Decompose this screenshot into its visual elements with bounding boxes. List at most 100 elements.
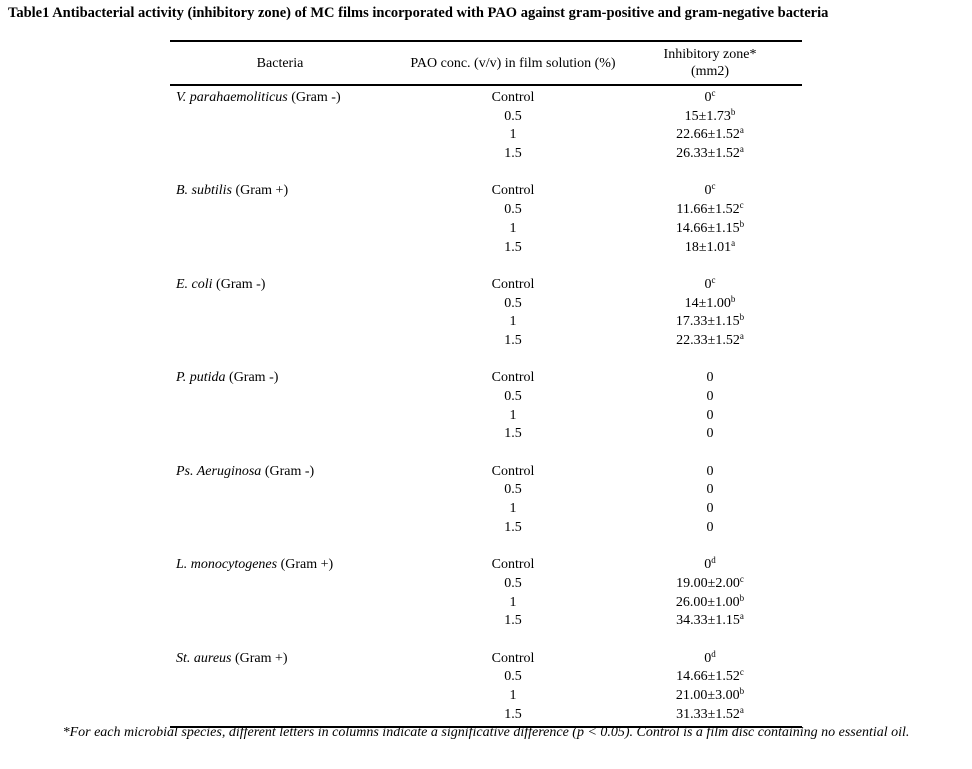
conc-cell: 0.5 <box>504 669 522 685</box>
table-row: 1.5 34.33±1.15a <box>170 612 802 631</box>
zone-cell: 0 <box>706 501 714 517</box>
zone-cell: 19.00±2.00c <box>676 573 744 591</box>
zone-cell: 0 <box>706 407 714 423</box>
zone-cell: 0c <box>704 274 716 292</box>
bacteria-name: V. parahaemoliticus (Gram -) <box>176 90 341 105</box>
significance-letter: b <box>739 592 745 603</box>
zone-cell: 0 <box>706 482 714 498</box>
table-row: 1 26.00±1.00b <box>170 592 802 613</box>
conc-cell: 1 <box>509 688 517 703</box>
zone-cell: 0c <box>704 88 716 106</box>
table-row: 0.5 0 <box>170 388 802 407</box>
zone-cell: 34.33±1.15a <box>676 611 744 629</box>
conc-cell: 0.5 <box>504 482 522 498</box>
conc-cell: 1 <box>509 220 517 236</box>
conc-cell: 0.5 <box>504 202 522 218</box>
conc-cell: 0.5 <box>504 108 522 124</box>
table-title: Table1 Antibacterial activity (inhibitor… <box>8 5 829 21</box>
conc-cell: Control <box>491 90 535 105</box>
significance-letter: d <box>711 648 716 659</box>
conc-cell: Control <box>491 463 535 479</box>
zone-cell: 26.00±1.00b <box>675 592 745 610</box>
significance-letter: c <box>711 274 716 285</box>
zone-cell: 14±1.00b <box>684 293 736 311</box>
zone-cell: 22.33±1.52a <box>676 330 744 348</box>
table-row: St. aureus (Gram +) Control 0d <box>170 648 802 669</box>
table-body: V. parahaemoliticus (Gram -) Control 0c 0.5… <box>170 86 802 726</box>
conc-cell: 1 <box>509 314 517 330</box>
header-bacteria: Bacteria <box>256 56 304 71</box>
conc-cell: Control <box>491 557 535 573</box>
table-row: V. parahaemoliticus (Gram -) Control 0c <box>170 89 802 108</box>
zone-cell: 17.33±1.15b <box>675 312 745 330</box>
table-row: E. coli (Gram -) Control 0c <box>170 274 802 295</box>
bacteria-name: Ps. Aeruginosa (Gram -) <box>176 463 315 479</box>
zone-cell: 0d <box>704 555 716 573</box>
header-zone: Inhibitory zone* (mm2) <box>663 47 757 79</box>
significance-letter: a <box>739 144 744 155</box>
zone-cell: 14.66±1.15b <box>675 218 745 236</box>
significance-letter: c <box>711 181 716 192</box>
significance-letter: c <box>739 573 744 584</box>
table-row: 1.5 18±1.01a <box>170 237 802 258</box>
significance-letter: d <box>711 555 716 566</box>
table-row: 1 21.00±3.00b <box>170 687 802 706</box>
zone-cell: 11.66±1.52c <box>676 200 744 218</box>
bacteria-name: L. monocytogenes (Gram +) <box>176 557 334 573</box>
group-spacer <box>170 444 802 463</box>
significance-letter: a <box>739 611 744 622</box>
conc-cell: 1.5 <box>504 332 522 348</box>
zone-cell: 18±1.01a <box>684 237 736 255</box>
table-row: 1.5 26.33±1.52a <box>170 145 802 164</box>
group-spacer <box>170 164 802 183</box>
table-row: 0.5 0 <box>170 481 802 500</box>
table-row: 0.5 14.66±1.52c <box>170 668 802 687</box>
zone-cell: 0 <box>706 389 714 404</box>
conc-cell: Control <box>491 183 535 199</box>
table-row: L. monocytogenes (Gram +) Control 0d <box>170 556 802 575</box>
table-header: Bacteria PAO conc. (v/v) in film solutio… <box>170 42 802 86</box>
zone-cell: 22.66±1.52a <box>676 125 744 143</box>
conc-cell: 0.5 <box>504 389 522 404</box>
conc-cell: 1 <box>509 594 517 610</box>
conc-cell: 1.5 <box>504 706 522 722</box>
table-row: 1.5 31.33±1.52a <box>170 704 802 725</box>
table-row: P. putida (Gram -) Control 0 <box>170 369 802 388</box>
table-row: 1.5 0 <box>170 425 802 444</box>
significance-letter: b <box>739 312 745 323</box>
conc-cell: 1 <box>509 407 517 423</box>
table-row: 0.5 15±1.73b <box>170 106 802 127</box>
table-row: 1.5 0 <box>170 519 802 538</box>
group-spacer <box>170 257 802 276</box>
bacteria-name: St. aureus (Gram +) <box>176 650 288 666</box>
bacteria-name: E. coli (Gram -) <box>176 276 266 292</box>
significance-letter: a <box>739 704 744 715</box>
significance-letter: b <box>739 686 745 696</box>
conc-cell: 1.5 <box>504 239 522 255</box>
zone-cell: 0 <box>706 519 714 535</box>
significance-letter: c <box>739 200 744 211</box>
significance-letter: a <box>731 237 736 248</box>
conc-cell: Control <box>491 276 535 292</box>
significance-letter: a <box>739 330 744 341</box>
zone-cell: 15±1.73b <box>684 106 736 124</box>
significance-letter: c <box>739 667 744 678</box>
conc-cell: 1.5 <box>504 519 522 535</box>
table-row: 0.5 14±1.00b <box>170 293 802 314</box>
conc-cell: 1.5 <box>504 426 522 442</box>
group-spacer <box>170 351 802 370</box>
conc-cell: 1 <box>509 501 517 517</box>
group-spacer <box>170 538 802 557</box>
conc-cell: Control <box>491 650 535 666</box>
significance-letter: c <box>711 88 716 98</box>
table-row: Ps. Aeruginosa (Gram -) Control 0 <box>170 463 802 482</box>
footnote: *For each microbial species, different l… <box>62 725 910 740</box>
conc-cell: 0.5 <box>504 295 522 311</box>
conc-cell: Control <box>491 370 535 386</box>
conc-cell: 1.5 <box>504 146 522 162</box>
zone-cell: 0d <box>704 648 716 666</box>
table-row: 0.5 19.00±2.00c <box>170 573 802 594</box>
zone-cell: 0 <box>706 426 714 442</box>
conc-cell: 1 <box>509 127 517 143</box>
